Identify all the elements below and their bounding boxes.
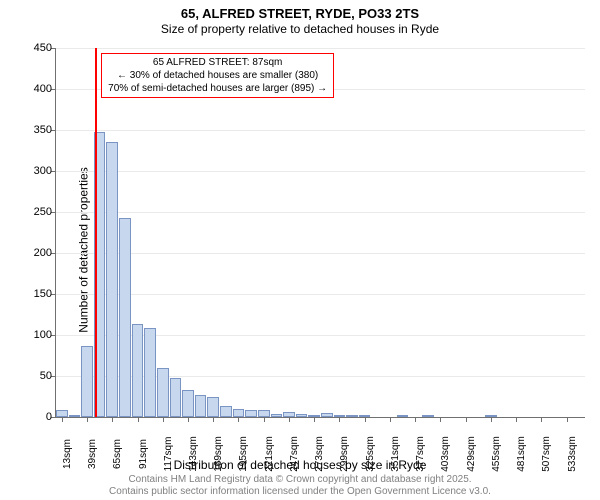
xtick-mark bbox=[314, 417, 315, 422]
bar bbox=[220, 406, 232, 417]
footer-line-2: Contains public sector information licen… bbox=[0, 486, 600, 498]
annotation-line: 70% of semi-detached houses are larger (… bbox=[108, 82, 327, 95]
chart-title: 65, ALFRED STREET, RYDE, PO33 2TS bbox=[0, 6, 600, 21]
bar bbox=[233, 409, 245, 417]
ytick-label: 400 bbox=[34, 83, 52, 95]
bar bbox=[132, 324, 144, 417]
xtick-mark bbox=[213, 417, 214, 422]
bar bbox=[321, 413, 333, 417]
xtick-mark bbox=[163, 417, 164, 422]
plot-area: 05010015020025030035040045013sqm39sqm65s… bbox=[55, 48, 585, 418]
bar bbox=[106, 142, 118, 417]
xtick-mark bbox=[188, 417, 189, 422]
bar bbox=[271, 414, 283, 417]
gridline bbox=[56, 294, 585, 295]
bar bbox=[296, 414, 308, 417]
x-axis-label: Distribution of detached houses by size … bbox=[0, 458, 600, 472]
ytick-label: 200 bbox=[34, 247, 52, 259]
xtick-mark bbox=[289, 417, 290, 422]
xtick-mark bbox=[567, 417, 568, 422]
bar bbox=[397, 415, 409, 417]
annotation-line: ← 30% of detached houses are smaller (38… bbox=[108, 69, 327, 82]
xtick-mark bbox=[87, 417, 88, 422]
xtick-mark bbox=[264, 417, 265, 422]
chart-subtitle: Size of property relative to detached ho… bbox=[0, 22, 600, 36]
xtick-mark bbox=[415, 417, 416, 422]
xtick-mark bbox=[440, 417, 441, 422]
annotation-line: 65 ALFRED STREET: 87sqm bbox=[108, 56, 327, 69]
bar bbox=[207, 397, 219, 418]
xtick-mark bbox=[516, 417, 517, 422]
bar bbox=[81, 346, 93, 417]
xtick-mark bbox=[390, 417, 391, 422]
xtick-mark bbox=[112, 417, 113, 422]
ytick-label: 50 bbox=[40, 370, 52, 382]
bar bbox=[245, 410, 257, 417]
marker-line bbox=[95, 48, 97, 417]
bar bbox=[182, 390, 194, 417]
bar bbox=[144, 328, 156, 417]
xtick-mark bbox=[541, 417, 542, 422]
xtick-mark bbox=[365, 417, 366, 422]
gridline bbox=[56, 48, 585, 49]
ytick-label: 450 bbox=[34, 42, 52, 54]
bar bbox=[170, 378, 182, 417]
gridline bbox=[56, 171, 585, 172]
xtick-mark bbox=[466, 417, 467, 422]
xtick-mark bbox=[339, 417, 340, 422]
bar bbox=[69, 415, 81, 417]
bar bbox=[346, 415, 358, 417]
ytick-label: 0 bbox=[46, 411, 52, 423]
ytick-label: 350 bbox=[34, 124, 52, 136]
bar bbox=[119, 218, 131, 417]
gridline bbox=[56, 130, 585, 131]
ytick-label: 300 bbox=[34, 165, 52, 177]
ytick-label: 100 bbox=[34, 329, 52, 341]
gridline bbox=[56, 212, 585, 213]
ytick-label: 150 bbox=[34, 288, 52, 300]
footer-attribution: Contains HM Land Registry data © Crown c… bbox=[0, 474, 600, 498]
chart-container: 65, ALFRED STREET, RYDE, PO33 2TS Size o… bbox=[0, 0, 600, 500]
xtick-mark bbox=[138, 417, 139, 422]
xtick-mark bbox=[62, 417, 63, 422]
bar bbox=[157, 368, 169, 417]
xtick-mark bbox=[238, 417, 239, 422]
footer-line-1: Contains HM Land Registry data © Crown c… bbox=[0, 474, 600, 486]
bar bbox=[195, 395, 207, 417]
bar bbox=[422, 415, 434, 417]
ytick-label: 250 bbox=[34, 206, 52, 218]
gridline bbox=[56, 253, 585, 254]
annotation-box: 65 ALFRED STREET: 87sqm← 30% of detached… bbox=[101, 53, 334, 98]
xtick-mark bbox=[491, 417, 492, 422]
